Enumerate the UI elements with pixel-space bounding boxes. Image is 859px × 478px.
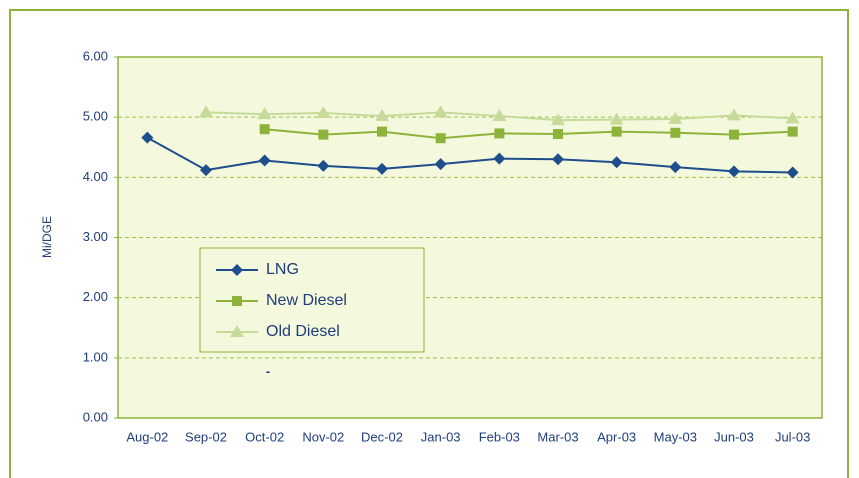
data-point [669, 161, 682, 174]
data-point [376, 162, 388, 175]
data-point [729, 129, 739, 140]
y-tick-label: 5.00 [83, 109, 108, 124]
data-point [141, 131, 154, 144]
data-point [375, 108, 389, 121]
data-point [494, 128, 505, 139]
data-point [200, 164, 212, 177]
x-tick-label: Feb-03 [479, 429, 520, 444]
data-point [377, 126, 387, 137]
data-point [199, 105, 213, 118]
legend-marker [232, 296, 242, 306]
y-tick-label: 2.00 [83, 289, 108, 304]
data-point [552, 153, 564, 166]
data-point [668, 111, 683, 124]
data-point [610, 156, 623, 169]
data-point [727, 108, 741, 121]
data-point [433, 105, 448, 118]
data-point [257, 107, 272, 120]
data-point [259, 124, 270, 135]
y-axis-label: Mi/DGE [40, 216, 54, 258]
legend-marker [230, 325, 244, 337]
data-point [318, 129, 329, 140]
data-point [316, 105, 331, 118]
y-tick-label: 3.00 [83, 229, 108, 244]
data-point [317, 159, 330, 172]
data-point [553, 129, 563, 140]
y-tick-label: 6.00 [83, 48, 108, 63]
legend-label: LNG [266, 261, 299, 278]
data-point [434, 158, 447, 171]
x-tick-label: Mar-03 [537, 429, 578, 444]
data-point [493, 152, 506, 165]
data-point [670, 127, 681, 138]
data-point [786, 166, 799, 179]
data-point [492, 108, 507, 121]
x-tick-label: Aug-02 [126, 429, 168, 444]
x-tick-label: Jan-03 [421, 429, 461, 444]
x-tick-label: Oct-02 [245, 429, 284, 444]
series-line [146, 136, 793, 174]
data-point [435, 133, 446, 144]
x-tick-label: Jul-03 [775, 429, 810, 444]
x-tick-label: Apr-03 [597, 429, 636, 444]
legend-label: Old Diesel [266, 323, 340, 340]
data-point [609, 112, 624, 125]
data-point [258, 154, 271, 167]
data-point [551, 113, 565, 126]
x-tick-label: May-03 [654, 429, 697, 444]
x-tick-label: Dec-02 [361, 429, 403, 444]
x-tick-label: Nov-02 [302, 429, 344, 444]
x-tick-label: Jun-03 [714, 429, 754, 444]
data-point [787, 126, 798, 137]
legend-label: New Diesel [266, 292, 347, 309]
x-tick-label: Sep-02 [185, 429, 227, 444]
y-tick-label: 1.00 [83, 349, 108, 364]
data-point [785, 111, 800, 124]
y-tick-label: 0.00 [83, 409, 108, 424]
annotation: - [266, 363, 270, 378]
y-tick-label: 4.00 [83, 169, 108, 184]
data-point [728, 165, 740, 178]
data-point [611, 126, 622, 137]
legend-marker [231, 264, 243, 276]
series-line [264, 128, 793, 140]
